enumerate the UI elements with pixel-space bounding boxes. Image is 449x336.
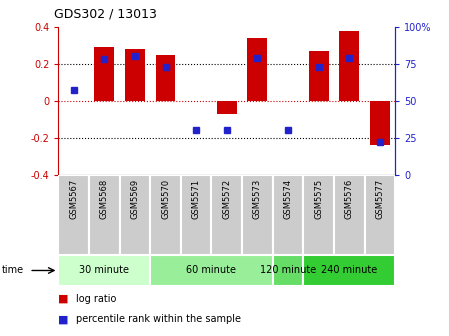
Text: GSM5570: GSM5570 <box>161 179 170 219</box>
Text: GSM5572: GSM5572 <box>222 179 231 219</box>
Text: GSM5567: GSM5567 <box>69 179 78 219</box>
Bar <box>365 175 395 255</box>
Bar <box>58 255 150 286</box>
Text: ■: ■ <box>58 314 69 324</box>
Text: GSM5575: GSM5575 <box>314 179 323 219</box>
Bar <box>308 51 329 101</box>
Bar <box>273 175 303 255</box>
Text: GSM5574: GSM5574 <box>283 179 292 219</box>
Bar <box>339 31 359 101</box>
Bar <box>242 175 273 255</box>
Text: 30 minute: 30 minute <box>79 265 129 276</box>
Bar <box>155 55 176 101</box>
Bar <box>303 175 334 255</box>
Text: ■: ■ <box>58 294 69 304</box>
Bar <box>211 175 242 255</box>
Bar <box>370 101 390 145</box>
Bar <box>89 175 119 255</box>
Bar <box>334 175 365 255</box>
Text: time: time <box>2 265 24 276</box>
Bar <box>181 175 211 255</box>
Bar <box>273 255 303 286</box>
Text: GSM5568: GSM5568 <box>100 179 109 219</box>
Bar <box>217 101 237 114</box>
Bar <box>58 175 89 255</box>
Bar <box>119 175 150 255</box>
Bar <box>125 49 145 101</box>
Text: 240 minute: 240 minute <box>321 265 377 276</box>
Text: 120 minute: 120 minute <box>260 265 316 276</box>
Bar <box>94 47 114 101</box>
Bar <box>150 255 273 286</box>
Text: GDS302 / 13013: GDS302 / 13013 <box>54 7 157 20</box>
Text: log ratio: log ratio <box>76 294 117 304</box>
Text: GSM5577: GSM5577 <box>375 179 384 219</box>
Text: GSM5573: GSM5573 <box>253 179 262 219</box>
Bar <box>150 175 181 255</box>
Text: GSM5576: GSM5576 <box>345 179 354 219</box>
Bar <box>303 255 395 286</box>
Bar <box>247 38 267 101</box>
Text: GSM5569: GSM5569 <box>130 179 139 219</box>
Text: percentile rank within the sample: percentile rank within the sample <box>76 314 241 324</box>
Text: 60 minute: 60 minute <box>186 265 237 276</box>
Text: GSM5571: GSM5571 <box>192 179 201 219</box>
